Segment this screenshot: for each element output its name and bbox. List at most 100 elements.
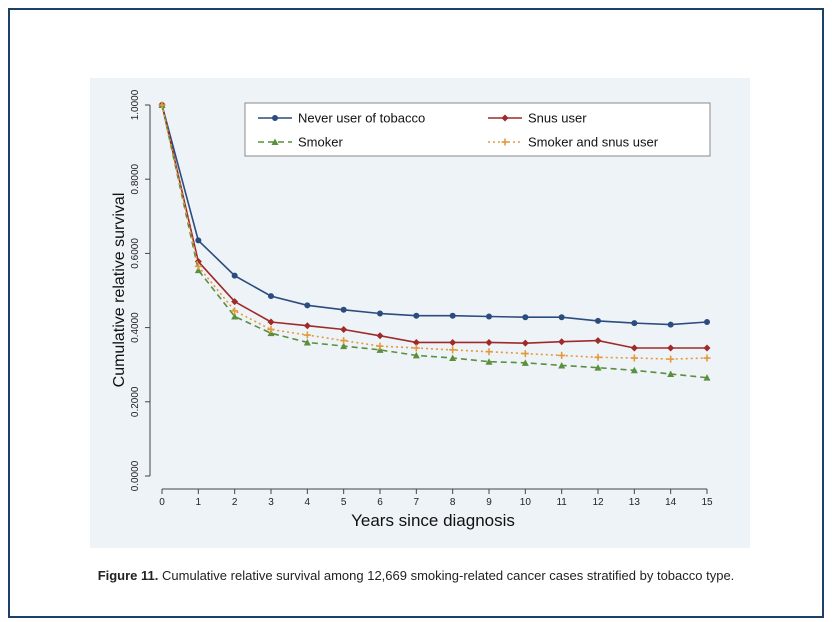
- data-point: [521, 350, 529, 358]
- data-point: [667, 355, 675, 363]
- x-axis-label: Years since diagnosis: [351, 511, 515, 530]
- y-tick-label: 0.8000: [130, 163, 141, 194]
- x-tick-label: 11: [556, 497, 567, 508]
- series-line: [161, 104, 707, 349]
- data-point: [703, 354, 711, 362]
- data-point: [231, 272, 238, 279]
- caption-label: Figure 11.: [97, 568, 159, 583]
- data-point: [485, 348, 493, 356]
- data-point: [594, 364, 602, 371]
- data-point: [703, 374, 711, 381]
- data-point: [486, 313, 492, 320]
- x-tick-label: 13: [629, 497, 641, 508]
- data-point: [630, 354, 638, 362]
- x-tick-label: 5: [341, 497, 347, 508]
- data-point: [558, 338, 566, 346]
- x-tick-label: 0: [159, 497, 165, 508]
- legend-label: Snus user: [528, 111, 587, 126]
- y-tick-label: 0.0000: [130, 460, 141, 491]
- data-point: [304, 302, 311, 309]
- x-tick-label: 6: [377, 497, 383, 508]
- data-point: [485, 338, 493, 346]
- data-point: [231, 307, 239, 315]
- data-point: [303, 338, 311, 346]
- series-line: [161, 104, 708, 360]
- series-line: [161, 104, 708, 379]
- data-point: [340, 325, 348, 333]
- data-point: [594, 337, 602, 345]
- data-point: [521, 359, 529, 366]
- data-point: [501, 114, 509, 122]
- data-point: [340, 306, 347, 313]
- data-point: [521, 339, 529, 347]
- y-tick-label: 0.4000: [130, 312, 141, 343]
- x-tick-label: 12: [592, 497, 604, 508]
- x-tick-label: 1: [196, 497, 202, 508]
- legend-label: Smoker and snus user: [528, 135, 659, 150]
- x-tick-label: 14: [665, 497, 677, 508]
- data-point: [268, 293, 274, 300]
- data-point: [413, 312, 420, 319]
- data-point: [667, 370, 675, 377]
- data-point: [501, 138, 509, 146]
- data-point: [412, 344, 420, 352]
- x-tick-label: 4: [305, 497, 311, 508]
- data-point: [194, 262, 202, 270]
- data-point: [303, 322, 311, 330]
- y-axis-label: Cumulative relative survival: [111, 193, 128, 388]
- data-point: [449, 312, 456, 319]
- data-point: [485, 358, 493, 365]
- series-line: [161, 104, 708, 326]
- caption-text: Cumulative relative survival among 12,66…: [162, 568, 735, 583]
- x-tick-label: 7: [414, 497, 420, 508]
- legend-label: Smoker: [298, 135, 343, 150]
- y-tick-label: 0.6000: [130, 238, 141, 269]
- x-tick-label: 15: [701, 497, 713, 508]
- legend-label: Never user of tobacco: [298, 111, 425, 126]
- x-tick-label: 9: [486, 497, 492, 508]
- data-point: [272, 115, 278, 121]
- data-point: [376, 342, 384, 350]
- data-point: [630, 366, 638, 374]
- figure-caption: Figure 11. Cumulative relative survival …: [40, 566, 792, 586]
- data-point: [340, 342, 348, 350]
- data-point: [158, 101, 166, 109]
- data-point: [340, 337, 348, 345]
- data-point: [558, 314, 565, 321]
- data-point: [449, 354, 457, 362]
- data-point: [412, 351, 420, 359]
- data-point: [594, 353, 602, 361]
- data-point: [558, 361, 566, 369]
- series-lines: [158, 101, 711, 381]
- x-tick-label: 3: [268, 497, 274, 508]
- data-point: [267, 325, 275, 333]
- axes: 0.0000 0.2000 0.4000 0.6000 0.8000 1.0000 0 1 2 3…: [130, 89, 713, 508]
- y-tick-label: 0.2000: [130, 386, 141, 417]
- data-point: [449, 346, 457, 354]
- x-tick-label: 10: [520, 497, 532, 508]
- x-tick-label: 8: [450, 497, 456, 508]
- data-point: [667, 321, 674, 328]
- data-point: [630, 344, 638, 352]
- data-point: [704, 319, 710, 326]
- data-point: [412, 338, 420, 346]
- data-point: [522, 314, 529, 321]
- data-point: [267, 318, 275, 326]
- data-point: [667, 344, 675, 352]
- legend: Never user of tobacco Snus user Smoker Smok…: [244, 102, 711, 157]
- data-point: [377, 310, 383, 317]
- data-point: [631, 320, 638, 327]
- data-point: [231, 312, 239, 320]
- data-point: [703, 344, 711, 352]
- data-point: [271, 138, 279, 145]
- data-point: [558, 351, 566, 359]
- data-point: [231, 298, 239, 306]
- data-point: [303, 331, 311, 339]
- y-tick-label: 1.0000: [130, 89, 141, 120]
- data-point: [595, 317, 601, 324]
- data-point: [376, 332, 384, 340]
- data-point: [449, 338, 457, 346]
- data-point: [195, 237, 202, 244]
- legend-box: [244, 102, 711, 157]
